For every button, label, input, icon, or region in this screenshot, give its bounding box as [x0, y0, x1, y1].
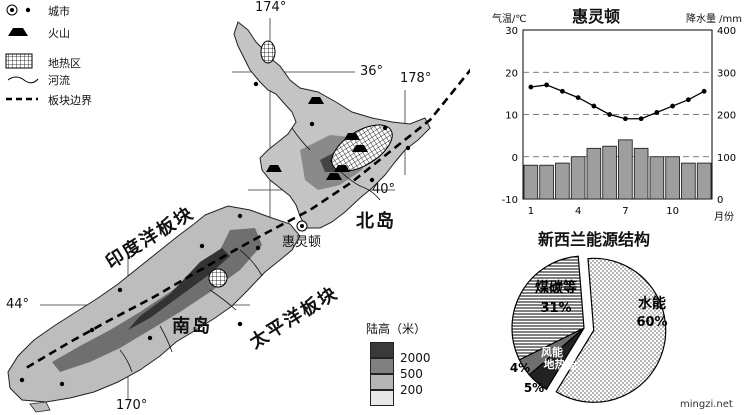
volcano-icon	[344, 133, 360, 140]
precip-bar	[539, 164, 554, 200]
month-tick-label: 1	[528, 206, 534, 217]
elevation-level-500: 500	[400, 367, 423, 381]
volcano-icon	[308, 97, 324, 104]
geothermal-area-northland	[260, 40, 276, 64]
temp-point	[544, 82, 550, 88]
coord-40: 40°	[372, 182, 396, 197]
legend-river-label: 河流	[48, 74, 70, 87]
volcano-icon	[352, 145, 368, 152]
coord-170: 170°	[116, 398, 148, 413]
precip-tick-label: 200	[717, 111, 736, 122]
temp-point	[528, 84, 534, 90]
geothermal-area-south	[208, 268, 228, 288]
temp-point	[622, 116, 628, 122]
elevation-swatch-mid	[370, 374, 394, 390]
coord-36: 36°	[360, 64, 384, 79]
elevation-swatch-high	[370, 358, 394, 374]
precip-bar	[570, 156, 586, 200]
volcano-icon	[334, 165, 350, 172]
legend-symbols	[5, 4, 39, 101]
temp-point	[607, 112, 613, 117]
temp-point	[559, 88, 565, 94]
elevation-level-2000: 2000	[400, 351, 431, 365]
precip-bar	[602, 145, 617, 200]
temp-point	[670, 103, 676, 109]
pie-label-hydro: 水能	[638, 295, 666, 312]
elevation-swatch-low	[370, 390, 394, 406]
temp-tick-label: 0	[512, 153, 518, 164]
precip-tick-label: 0	[717, 195, 723, 206]
precip-bar	[618, 139, 633, 200]
coord-178: 178°	[400, 71, 432, 86]
pie-slice	[511, 255, 585, 361]
precip-tick-label: 100	[717, 153, 736, 164]
pie-label-wind: 风能	[541, 345, 563, 359]
legend-geothermal-label: 地热区	[48, 57, 81, 70]
south-island-label: 南岛	[172, 316, 212, 337]
precip-bar	[523, 164, 539, 200]
legend-city-label: 城市	[48, 5, 70, 18]
temp-tick-label: 30	[505, 26, 518, 37]
precip-tick-label: 300	[717, 68, 736, 79]
pie-pct-hydro: 60%	[636, 315, 667, 330]
new-zealand-map	[5, 4, 470, 413]
precip-bar	[696, 162, 712, 200]
coord-174: 174°	[255, 0, 287, 15]
temp-tick-label: 20	[505, 68, 518, 79]
energy-chart-title: 新西兰能源结构	[538, 230, 651, 249]
month-tick-label: 4	[575, 206, 581, 217]
climate-chart-title: 惠灵顿	[572, 7, 621, 26]
precip-bar	[633, 147, 649, 200]
elevation-legend-title: 陆高（米）	[366, 322, 427, 336]
capital-city-icon	[296, 220, 308, 232]
precip-bar	[681, 162, 696, 200]
pie-pct-wind: 4%	[510, 361, 530, 375]
plate-boundary-line	[25, 68, 470, 370]
pie-pct-coal: 31%	[540, 301, 571, 316]
temp-point	[575, 95, 581, 100]
precip-bar	[665, 156, 680, 200]
month-tick-label: 7	[622, 206, 628, 217]
pie-label-coal: 煤碳等	[535, 279, 577, 296]
temp-line	[530, 84, 705, 120]
elevation-swatch-highest	[370, 342, 394, 358]
precip-bar	[649, 156, 665, 200]
precip-bar	[555, 162, 570, 200]
stewart-island	[29, 401, 51, 413]
precip-axis-label: 降水量 /mm	[686, 14, 743, 25]
temp-tick-label: 10	[505, 111, 518, 122]
pie-slice	[555, 257, 667, 403]
temp-point	[701, 88, 707, 94]
legend-plate-boundary-label: 板块边界	[48, 94, 92, 107]
temp-point	[654, 109, 660, 115]
north-island-shape	[233, 21, 431, 229]
southern-alps-peaks	[128, 248, 230, 330]
coord-44: 44°	[6, 297, 30, 312]
temp-point	[591, 103, 597, 109]
volcanoes	[266, 97, 368, 180]
temp-point	[685, 97, 691, 103]
elevation-level-200: 200	[400, 383, 423, 397]
temp-axis-label: 气温/℃	[492, 14, 527, 25]
watermark: mingzi.net	[680, 399, 733, 410]
precip-tick-label: 400	[717, 26, 736, 37]
month-tick-label: 10	[666, 206, 679, 217]
north-island-label: 北岛	[356, 211, 396, 232]
pie-pct-geothermal: 5%	[524, 381, 544, 395]
temp-point	[638, 116, 644, 122]
pie-label-geothermal: 地热能	[544, 357, 577, 371]
legend-volcano-label: 火山	[48, 27, 70, 40]
wellington-label: 惠灵顿	[282, 235, 322, 250]
cities	[19, 81, 411, 387]
volcano-icon	[326, 173, 342, 180]
volcano-icon	[266, 165, 282, 172]
precip-bar	[586, 147, 602, 200]
month-axis-label: 月份	[714, 212, 734, 223]
temp-tick-label: -10	[502, 195, 518, 206]
